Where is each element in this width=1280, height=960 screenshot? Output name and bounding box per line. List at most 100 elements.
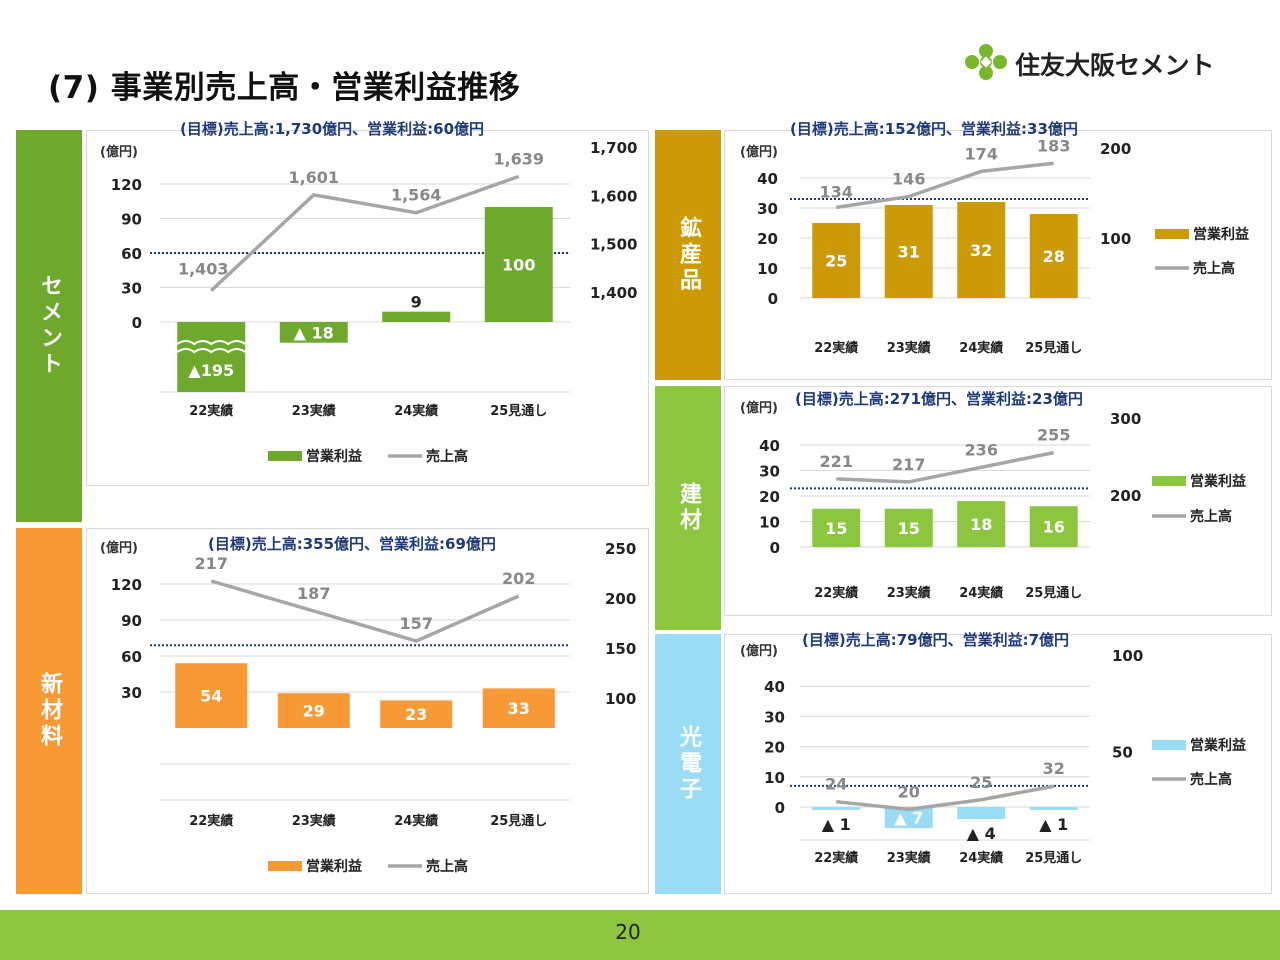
- category-label: 23実績: [887, 850, 931, 866]
- category-label: 24実績: [959, 340, 1003, 356]
- line-data-label: 255: [1037, 426, 1070, 445]
- bar-営業利益: [484, 207, 553, 322]
- bar-data-label: 100: [502, 256, 535, 275]
- sidebar-label: 鉱産品: [676, 216, 701, 294]
- target-annotation-minerals: (目標)売上高:152億円、営業利益:33億円: [790, 120, 1078, 138]
- bar-data-label: ▲ 1: [822, 815, 851, 834]
- legend-label-profit: 営業利益: [306, 858, 362, 875]
- logo-text: 住友大阪セメント: [1015, 51, 1215, 80]
- sidebar-materials: 新材料: [16, 528, 82, 894]
- line-data-label: 157: [400, 614, 433, 633]
- line-data-label: 146: [892, 170, 925, 189]
- right-axis-tick: 250: [605, 540, 636, 558]
- panel-cement: [86, 130, 649, 486]
- right-axis-tick: 150: [605, 640, 636, 658]
- sidebar-label: セメント: [37, 274, 62, 378]
- right-axis-tick: 200: [605, 590, 636, 608]
- line-data-label: 1,601: [288, 168, 339, 187]
- category-label: 25見通し: [1025, 850, 1082, 866]
- line-data-label: 1,564: [391, 186, 442, 205]
- chart-plot-group: (億円) 0 10 20 30 40 200 300 15 15 18 16 221 217 236 255 2…: [740, 400, 1246, 601]
- line-売上高: [835, 161, 1054, 210]
- bar-data-label: 33: [508, 699, 530, 718]
- chart-opto: (億円) 0 10 20 30 40 50 100 ▲ 1 ▲ 7 ▲ 4 ▲ 1 24 20 25 32 22…: [740, 643, 1246, 866]
- legend-swatch-profit: [1152, 476, 1186, 486]
- page-title: (7) 事業別売上高・営業利益推移: [48, 70, 521, 106]
- category-label: 24実績: [959, 850, 1003, 866]
- legend-label-profit: 営業利益: [1193, 226, 1249, 243]
- legend-swatch-profit: [1155, 229, 1189, 239]
- legend-label-profit: 営業利益: [306, 448, 362, 465]
- bar-data-label: ▲ 7: [894, 809, 923, 828]
- bar-営業利益: [175, 663, 248, 728]
- bar-data-label: 23: [405, 705, 427, 724]
- left-axis-tick: 90: [121, 612, 142, 630]
- bar-data-label: 31: [898, 243, 920, 262]
- left-axis-tick: 30: [759, 463, 780, 481]
- unit-label: (億円): [740, 144, 778, 160]
- logo-mark-icon: [965, 44, 1007, 80]
- unit-label: (億円): [740, 643, 778, 659]
- bar-data-label: 29: [303, 702, 325, 721]
- category-label: 22実績: [189, 403, 233, 419]
- axis-break-mark: [176, 340, 246, 346]
- line-data-label: 183: [1037, 136, 1070, 155]
- bar-data-label: 28: [1043, 247, 1065, 266]
- left-axis-tick: 20: [757, 230, 778, 248]
- left-axis-tick: 40: [757, 170, 778, 188]
- right-axis-tick: 200: [1100, 140, 1131, 158]
- legend-swatch-profit: [268, 451, 302, 461]
- bar-data-label: 54: [200, 687, 222, 706]
- category-label: 22実績: [189, 813, 233, 829]
- bar-data-label: ▲195: [188, 361, 234, 380]
- line-data-label: 134: [820, 182, 853, 201]
- sidebar-building: 建材: [655, 386, 721, 630]
- left-axis-tick: 0: [132, 314, 142, 332]
- sidebar-label: 光電子: [676, 725, 701, 803]
- line-売上高: [210, 174, 520, 292]
- sidebar-opto: 光電子: [655, 634, 721, 894]
- left-axis-tick: 30: [121, 684, 142, 702]
- category-label: 22実績: [814, 585, 858, 601]
- left-axis-tick: 120: [111, 576, 142, 594]
- category-label: 25見通し: [1025, 340, 1082, 356]
- panel-opto: [724, 634, 1272, 894]
- category-label: 25見通し: [490, 813, 547, 829]
- left-axis-tick: 10: [757, 260, 778, 278]
- left-axis-tick: 0: [768, 290, 778, 308]
- right-axis-tick: 300: [1110, 410, 1141, 428]
- bar-data-label: ▲ 4: [967, 824, 996, 843]
- panel-materials: [86, 528, 649, 894]
- category-label: 24実績: [394, 403, 438, 419]
- bar-営業利益: [1029, 807, 1078, 811]
- bar-営業利益: [1029, 506, 1078, 547]
- right-axis-tick: 1,400: [590, 284, 637, 302]
- right-axis-tick: 100: [1100, 230, 1131, 248]
- unit-label: (億円): [100, 144, 138, 160]
- bar-営業利益: [382, 311, 451, 322]
- bar-営業利益: [957, 501, 1006, 547]
- left-axis-tick: 10: [764, 769, 785, 787]
- line-data-label: 174: [965, 144, 998, 163]
- category-label: 25見通し: [1025, 585, 1082, 601]
- line-data-label: 24: [825, 775, 847, 794]
- right-axis-tick: 1,600: [590, 187, 637, 205]
- bar-営業利益: [380, 700, 453, 728]
- bar-data-label: 32: [970, 241, 992, 260]
- bar-data-label: 9: [411, 293, 422, 312]
- right-axis-tick: 50: [1112, 744, 1133, 762]
- left-axis-tick: 60: [121, 648, 142, 666]
- chart-cement: (億円) 0 30 60 90 120 1,400 1,500 1,600 1,700 ▲195 ▲ …: [100, 139, 637, 465]
- chart-plot-group: (億円) 0 10 20 30 40 50 100 ▲ 1 ▲ 7 ▲ 4 ▲ 1 24 20 25 32 22…: [740, 643, 1246, 866]
- line-data-label: 1,403: [178, 260, 229, 279]
- axis-break-mark: [176, 348, 246, 354]
- bar-data-label: 15: [898, 519, 920, 538]
- chart-plot-group: (億円) 0 10 20 30 40 100 200 25 31 32 28 134 146 174 183 2…: [740, 136, 1249, 356]
- line-data-label: 25: [970, 773, 992, 792]
- chart-building: (億円) 0 10 20 30 40 200 300 15 15 18 16 221 217 236 255 2…: [740, 400, 1246, 601]
- bar-営業利益: [1029, 214, 1078, 298]
- line-data-label: 1,639: [493, 149, 544, 168]
- right-axis-tick: 200: [1110, 487, 1141, 505]
- chart-minerals: (億円) 0 10 20 30 40 100 200 25 31 32 28 134 146 174 183 2…: [740, 136, 1249, 356]
- left-axis-tick: 0: [770, 539, 780, 557]
